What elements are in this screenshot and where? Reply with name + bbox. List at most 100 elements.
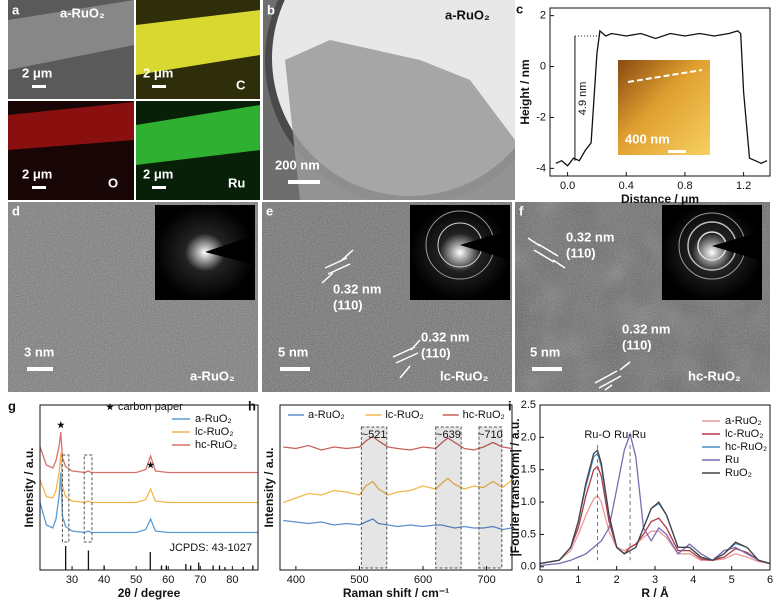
map-band: [8, 102, 134, 150]
highlight-range: [478, 426, 503, 569]
plane: (110): [622, 337, 652, 352]
panel-letter: h: [248, 398, 256, 413]
x-tick-label: 6: [767, 574, 773, 586]
x-tick-label: 60: [162, 574, 174, 586]
chart: h 400 500 600 700 Raman shift / cm⁻¹ Intensity…: [248, 398, 513, 600]
scale-label: 3 nm: [24, 344, 54, 359]
panel-d: d 3 nm a-RuO₂: [8, 202, 258, 392]
d-spacing: 0.32 nm: [421, 329, 469, 344]
map-band: [136, 10, 260, 75]
panel-e: e 0.32 nm (110) 0.32 nm (110) 5 nm lc-Ru…: [262, 202, 512, 392]
sheet: [285, 40, 515, 200]
x-tick-label: 5: [729, 574, 735, 586]
sample-label: hc-RuO₂: [688, 368, 741, 383]
x-tick-label: 70: [194, 574, 206, 586]
series-line: [539, 494, 771, 565]
sample-label: a-RuO₂: [445, 7, 490, 22]
series-line: [39, 472, 258, 534]
y-tick-label: 0: [540, 60, 546, 72]
x-tick-label: 2: [614, 574, 620, 586]
panel-letter: i: [508, 398, 512, 413]
peak-star: [146, 461, 155, 469]
scale-bar: [668, 150, 686, 153]
beam-stop: [460, 230, 510, 260]
legend-label: Ru: [725, 454, 739, 466]
y-axis-title: Intensity / a.u.: [262, 447, 276, 527]
x-tick-label: 50: [130, 574, 142, 586]
sheet: [8, 0, 134, 70]
x-tick-label: 0.0: [560, 180, 575, 192]
chart: g 30 40 50 60 70 80 2θ / degree Intensity / a.u.…: [8, 398, 259, 600]
lattice-marker: [594, 361, 631, 391]
scale-bar: [32, 85, 46, 88]
scale-bar: [152, 85, 166, 88]
reference-label: JCPDS: 43-1027: [169, 542, 252, 554]
x-axis-title: 2θ / degree: [118, 586, 181, 600]
y-tick-label: 0.0: [521, 561, 536, 573]
panel-letter: a: [12, 2, 20, 17]
panel-letter: g: [8, 398, 16, 413]
y-tick-label: 2.0: [521, 431, 536, 443]
series-line: [539, 465, 771, 565]
element-label: Ru: [228, 175, 245, 190]
chart: c 400 nm 0.0 0.4 0.8 1.2 -4 -2 0 2 Distance / μm He…: [516, 1, 771, 206]
sample-label: a-RuO₂: [60, 5, 105, 20]
highlight-range: [360, 426, 388, 569]
peak-label: ~639: [436, 429, 461, 441]
map-band: [136, 105, 260, 165]
x-tick-label: 400: [287, 574, 305, 586]
step-label: 4.9 nm: [577, 82, 589, 116]
plot-frame: [279, 404, 513, 571]
plot-frame: [549, 7, 771, 177]
highlight-range: [61, 454, 70, 543]
x-tick-label: 1.2: [736, 180, 751, 192]
plane: (110): [421, 345, 451, 360]
lattice-marker: [392, 339, 421, 379]
series-line: [555, 29, 768, 167]
legend-label: hc-RuO₂: [725, 441, 767, 453]
legend-label: RuO₂: [725, 467, 752, 479]
panel-letter: d: [12, 203, 20, 218]
scale-bar: [280, 367, 310, 371]
scale-label: 2 μm: [143, 65, 173, 80]
x-tick-label: 4: [690, 574, 696, 586]
beam-stop: [205, 235, 255, 265]
scale-label: 5 nm: [530, 344, 560, 359]
legend-label: carbon paper: [118, 401, 183, 413]
marker-label: Ru-O: [584, 429, 611, 441]
panel-letter: c: [516, 1, 523, 16]
series-line: [283, 435, 513, 451]
series-line: [283, 518, 513, 531]
y-tick-label: 2: [540, 10, 546, 22]
series-line: [39, 452, 258, 504]
scale-bar: [288, 180, 320, 184]
x-tick-label: 500: [350, 574, 368, 586]
scale-label: 200 nm: [275, 157, 320, 172]
y-tick-label: -4: [536, 162, 546, 174]
x-axis-title: Raman shift / cm⁻¹: [343, 586, 449, 600]
chart: i 0 1 2 3 4 5 6 0.0 0.5 1.0 1.5 2.0 2.5 R / Å |Fourier …: [508, 398, 773, 600]
series-line: [539, 449, 771, 565]
peak-label: ~710: [478, 429, 503, 441]
element-label: C: [236, 77, 246, 92]
lattice-marker: [527, 237, 566, 269]
y-tick-label: 1.5: [521, 464, 536, 476]
scale-bar: [27, 367, 53, 371]
profile-line: [627, 69, 703, 83]
x-tick-label: 0.4: [619, 180, 634, 192]
highlight-range: [83, 454, 93, 543]
x-tick-label: 700: [477, 574, 495, 586]
legend-label: a-RuO₂: [725, 415, 762, 427]
series-line: [282, 477, 513, 504]
x-axis-title: R / Å: [641, 585, 669, 600]
y-axis-title: Intensity / a.u.: [22, 447, 36, 527]
scale-label: 2 μm: [22, 166, 52, 181]
scale-bar: [152, 186, 166, 189]
x-axis-title: Distance / μm: [621, 192, 699, 206]
legend-label: a-RuO₂: [195, 413, 232, 425]
scale-bar: [532, 367, 562, 371]
lattice-marker: [321, 249, 354, 284]
series-line: [39, 431, 258, 474]
plane: (110): [333, 297, 363, 312]
